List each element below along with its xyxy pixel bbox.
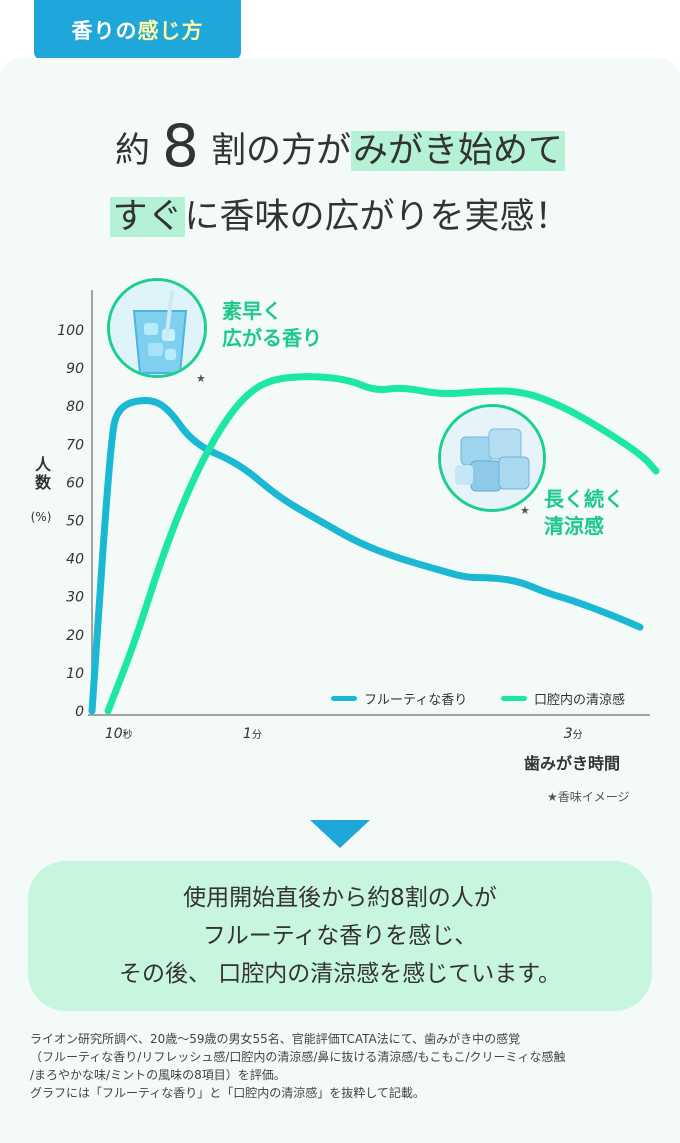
legend-label-fruity: フルーティな香り bbox=[364, 693, 468, 708]
y-tick-label: 70 bbox=[66, 437, 84, 453]
y-tick-label: 0 bbox=[75, 704, 84, 720]
summary-line-2: フルーティな香りを感じ、 bbox=[202, 923, 478, 949]
annotation-fast-line-1: 素早く bbox=[222, 299, 282, 323]
section-tab: 香りの 感じ方 bbox=[34, 0, 241, 60]
headline-mark-1: みがき始めて bbox=[350, 131, 565, 171]
line-chart: 0 10 20 30 40 50 60 70 80 90 100 10秒 1分 3分 bbox=[57, 290, 660, 742]
legend-item-fruity: フルーティな香り bbox=[331, 689, 467, 708]
annotation-long-line-1: 長く続く bbox=[544, 487, 624, 511]
series-line-2 bbox=[104, 373, 660, 715]
footnote: ライオン研究所調べ、20歳〜59歳の男女55名、官能評価TCATA法にて、歯みが… bbox=[30, 1030, 660, 1102]
tab-highlight: 感じ方 bbox=[137, 19, 204, 43]
y-tick-label: 40 bbox=[66, 552, 84, 568]
footnote-line-3: /まろやかな味/ミントの風味の8項目）を評価。 bbox=[30, 1068, 286, 1082]
headline-mark-2: すぐ bbox=[110, 197, 185, 237]
ice-drink-image bbox=[107, 278, 207, 378]
headline-rest: に香味の広がりを実感！ bbox=[184, 197, 570, 237]
series-line-1 bbox=[88, 396, 644, 715]
image-note: ★香味イメージ bbox=[547, 790, 630, 804]
annotation-long-line-2: 清涼感 bbox=[544, 514, 604, 538]
headline-pre: 約 bbox=[115, 131, 151, 171]
annotation-fast-line-2: 広がる香り bbox=[222, 326, 322, 350]
chart-ticks: 0 10 20 30 40 50 60 70 80 90 100 10秒 1分 3分 bbox=[57, 323, 582, 742]
footnote-line-2: （フルーティな香り/リフレッシュ感/口腔内の清涼感/鼻に抜ける清涼感/もこもこ/… bbox=[30, 1050, 566, 1064]
y-axis-label-text: 人数 bbox=[32, 456, 51, 492]
annotation-long: 長く続く 清涼感 bbox=[544, 486, 624, 540]
y-tick-label: 30 bbox=[66, 590, 84, 606]
x-tick-unit: 分 bbox=[252, 729, 262, 741]
star-mark-2: ★ bbox=[520, 504, 530, 517]
legend-swatch-fruity bbox=[331, 696, 357, 701]
summary-box: 使用開始直後から約8割の人が フルーティな香りを感じ、 その後、 口腔内の清涼感… bbox=[28, 861, 652, 1011]
annotation-fast: 素早く 広がる香り bbox=[222, 298, 322, 352]
x-tick-unit: 分 bbox=[573, 729, 583, 741]
y-tick-label: 60 bbox=[66, 475, 84, 491]
y-axis-label: 人数 bbox=[26, 456, 56, 498]
headline-mid: 割の方が bbox=[210, 131, 351, 171]
x-tick-label: 10秒 bbox=[105, 726, 133, 742]
x-axis-label: 歯みがき時間 bbox=[524, 754, 621, 773]
y-tick-label: 50 bbox=[66, 514, 84, 530]
headline-line-2: すぐに香味の広がりを実感！ bbox=[0, 188, 680, 239]
summary-line-3: その後、 口腔内の清涼感を感じています。 bbox=[118, 961, 561, 987]
chart-axes bbox=[88, 290, 650, 716]
y-tick-label: 100 bbox=[57, 323, 84, 339]
y-tick-label: 20 bbox=[66, 628, 84, 644]
footnote-line-1: ライオン研究所調べ、20歳〜59歳の男女55名、官能評価TCATA法にて、歯みが… bbox=[30, 1032, 521, 1046]
y-tick-label: 90 bbox=[66, 361, 84, 377]
tab-prefix: 香りの bbox=[71, 19, 138, 43]
summary-line-1: 使用開始直後から約8割の人が bbox=[183, 885, 497, 911]
ice-cubes-image bbox=[438, 404, 546, 512]
headline-number: 8 bbox=[162, 112, 199, 180]
chart-lines bbox=[88, 373, 660, 715]
star-mark-1: ★ bbox=[196, 372, 206, 385]
x-tick-label: 3分 bbox=[564, 726, 583, 742]
legend-item-cool: 口腔内の清涼感 bbox=[501, 689, 625, 708]
y-axis-unit: (%) bbox=[30, 510, 52, 524]
legend-label-cool: 口腔内の清涼感 bbox=[534, 693, 626, 708]
headline-line-1: 約 8 割の方がみがき始めて bbox=[0, 112, 680, 180]
x-tick-unit: 秒 bbox=[123, 728, 133, 741]
down-arrow-icon bbox=[310, 820, 370, 848]
y-tick-label: 80 bbox=[66, 399, 84, 415]
footnote-line-4: グラフには「フルーティな香り」と「口腔内の清涼感」を抜粋して記載。 bbox=[30, 1086, 425, 1100]
legend-swatch-cool bbox=[501, 696, 527, 701]
x-tick-label: 1分 bbox=[243, 726, 262, 742]
y-tick-label: 10 bbox=[66, 666, 84, 682]
